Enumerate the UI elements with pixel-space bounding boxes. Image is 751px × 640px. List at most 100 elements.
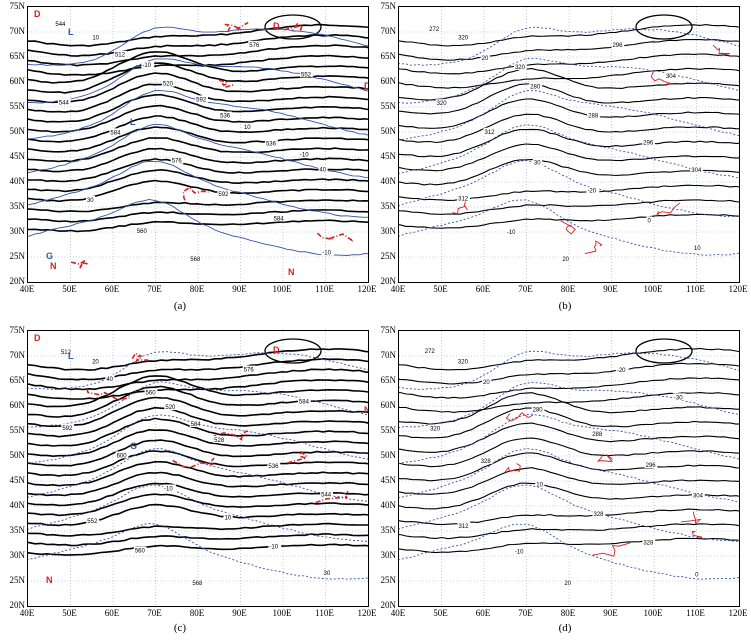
lon-label: 50E (433, 284, 448, 294)
contour-label: 592 (196, 97, 207, 103)
marker-L: L (130, 117, 136, 127)
lon-label: 120E (357, 284, 377, 294)
contour-label: 10 (536, 482, 543, 488)
contour-label: 10 (694, 246, 701, 252)
contour-label: 568 (190, 257, 201, 263)
contour-line (28, 471, 368, 497)
temperature-contour (399, 160, 739, 218)
map-c: 512 40 520 528 536 544 552 560 568 576 584 592 600 -1… (27, 330, 369, 607)
lon-label: 40E (390, 284, 406, 294)
map-b: 272 20 280 288 296 304 312 -10 20 296 304 320 312 30 -… (398, 6, 740, 283)
lon-label: 40E (19, 608, 35, 618)
lat-label: 50N (380, 450, 397, 460)
contour-line (28, 115, 368, 143)
contour-line (28, 522, 368, 537)
lon-label: 60E (475, 608, 491, 618)
lat-label: 25N (380, 575, 397, 585)
lat-label: 50N (9, 126, 26, 136)
contour-label: 296 (643, 141, 654, 147)
marker-L: L (68, 27, 74, 37)
contour-label: 20 (564, 581, 571, 587)
red-contour (218, 79, 235, 89)
temperature-contour (399, 90, 739, 141)
contour-line (399, 128, 739, 158)
lon-label: 90E (232, 284, 247, 294)
contour-label: -30 (674, 395, 683, 401)
contour-line (28, 51, 368, 84)
grid-lines (28, 7, 368, 282)
marker-G: G (130, 441, 137, 451)
lon-label: 100E (272, 608, 292, 618)
red-contour (597, 454, 613, 463)
contour-line (28, 406, 368, 438)
contour-label: 576 (249, 43, 260, 49)
lat-label: 20N (380, 276, 397, 286)
lon-label: 70E (147, 608, 162, 618)
red-contour (284, 22, 304, 32)
lat-label: 35N (380, 525, 397, 535)
lat-label: 45N (9, 475, 26, 485)
lon-label: 60E (104, 608, 120, 618)
contour-line (399, 482, 739, 510)
contour-label: 544 (59, 101, 70, 107)
lat-label: 45N (380, 151, 397, 161)
lat-label: 35N (9, 201, 26, 211)
contour-line (28, 199, 368, 213)
lat-label: 75N (9, 1, 26, 11)
lat-label: 45N (380, 475, 397, 485)
contour-label: 584 (110, 130, 121, 136)
contour-label: 592 (62, 426, 73, 432)
temperature-contour (399, 523, 739, 580)
contour-label: 592 (218, 192, 229, 198)
contour-label: 544 (55, 22, 66, 28)
contour-label: 520 (163, 82, 174, 88)
contour-line (399, 392, 739, 425)
contour-label: 20 (482, 56, 489, 62)
contour-label: 296 (646, 463, 657, 469)
lon-label: 120E (357, 608, 377, 618)
contour-label: 304 (691, 168, 702, 174)
contour-line (28, 93, 368, 123)
contour-label: -20 (587, 189, 596, 195)
lon-label: 80E (189, 608, 205, 618)
contour-label: 528 (214, 438, 225, 444)
contour-line (28, 396, 368, 428)
contour-label: 320 (458, 359, 469, 365)
contour-label: 272 (429, 27, 440, 33)
lat-label: 30N (9, 550, 26, 560)
lat-label: 20N (9, 600, 26, 610)
lat-label: 25N (380, 251, 397, 261)
contour-line (399, 199, 739, 215)
contour-label: 560 (137, 229, 148, 235)
contour-line (28, 533, 368, 547)
lat-label: 50N (380, 126, 397, 136)
red-contour (452, 201, 468, 215)
closed-contour (264, 14, 322, 40)
contour-line (28, 23, 368, 47)
contour-label: -10 (515, 550, 524, 556)
contour-label: 328 (643, 540, 654, 546)
red-contour (316, 232, 354, 243)
contour-label: -10 (507, 230, 516, 236)
contour-label: 320 (515, 65, 526, 71)
contour-label: -10 (142, 63, 151, 69)
marker-D: D (34, 333, 41, 343)
marker-N: N (46, 575, 53, 585)
temperature-contour (399, 381, 739, 428)
lon-label: 90E (603, 284, 618, 294)
lon-label: 110E (686, 284, 705, 294)
contour-label: 328 (481, 459, 492, 465)
contour-line (399, 452, 739, 482)
lat-label: 60N (9, 76, 26, 86)
contour-label: 512 (61, 350, 72, 356)
grid-lines (399, 7, 739, 282)
contour-line (28, 461, 368, 487)
temperature-contour (28, 381, 368, 428)
contour-line (399, 67, 739, 89)
contour-line (28, 83, 368, 113)
lat-label: 20N (9, 276, 26, 286)
contour-line (28, 439, 368, 467)
lat-label: 55N (380, 425, 397, 435)
contour-label: 512 (115, 53, 126, 59)
contour-line (399, 347, 739, 371)
